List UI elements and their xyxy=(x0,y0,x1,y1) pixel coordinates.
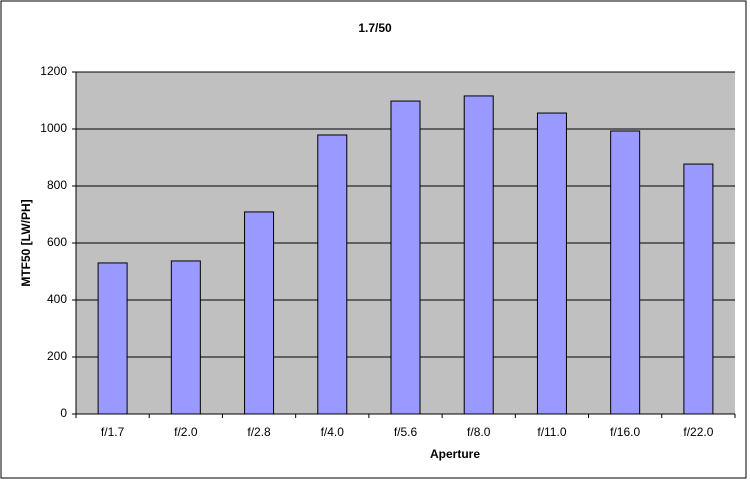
y-tick-label: 200 xyxy=(47,349,67,363)
bar xyxy=(317,134,348,415)
y-tick-label: 400 xyxy=(47,292,67,306)
bar xyxy=(610,130,641,415)
y-tick-label: 1200 xyxy=(40,64,67,78)
x-tick-label: f/1.7 xyxy=(101,425,125,439)
x-tick-label: f/5.6 xyxy=(394,425,418,439)
bar xyxy=(536,112,567,415)
x-tick-label: f/8.0 xyxy=(467,425,491,439)
bar xyxy=(463,95,494,415)
bar xyxy=(390,100,421,415)
y-axis-label: MTF50 [LW/PH] xyxy=(19,199,33,286)
y-tick-label: 600 xyxy=(47,235,67,249)
bar xyxy=(170,260,201,415)
bar xyxy=(244,211,275,415)
bar xyxy=(97,262,128,415)
x-tick-label: f/4.0 xyxy=(321,425,345,439)
x-tick-label: f/16.0 xyxy=(610,425,640,439)
bar xyxy=(683,163,714,415)
x-tick-label: f/2.0 xyxy=(174,425,198,439)
y-tick-label: 0 xyxy=(60,406,67,420)
chart-title: 1.7/50 xyxy=(358,21,392,35)
y-tick-label: 1000 xyxy=(40,121,67,135)
y-tick-label: 800 xyxy=(47,178,67,192)
x-tick-label: f/11.0 xyxy=(537,425,566,439)
x-tick-label: f/22.0 xyxy=(683,425,713,439)
x-tick-label: f/2.8 xyxy=(247,425,271,439)
x-axis-label: Aperture xyxy=(430,447,480,461)
